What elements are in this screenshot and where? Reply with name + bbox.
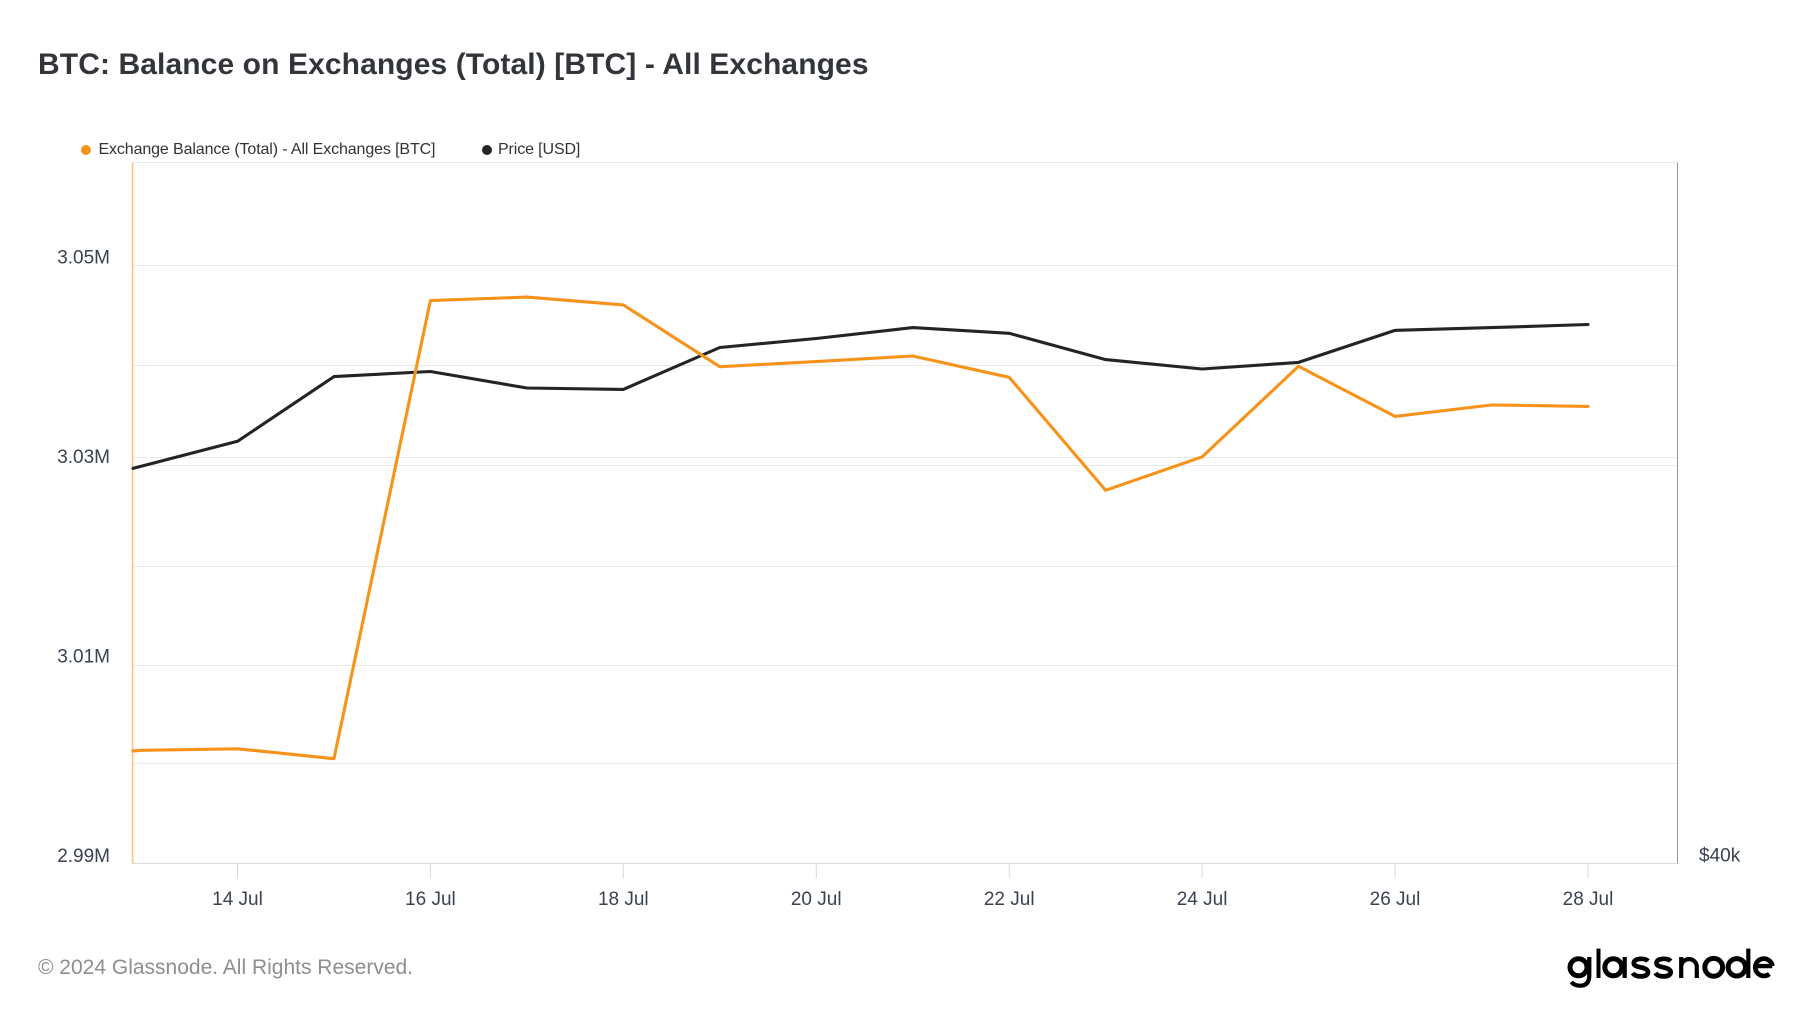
svg-text:3.03M: 3.03M [57,447,110,468]
svg-text:$40k: $40k [1699,846,1741,867]
svg-text:3.01M: 3.01M [57,646,110,667]
svg-text:3.05M: 3.05M [57,248,110,269]
svg-text:26 Jul: 26 Jul [1370,889,1421,910]
svg-text:2.99M: 2.99M [57,846,110,867]
svg-text:20 Jul: 20 Jul [791,889,842,910]
svg-text:18 Jul: 18 Jul [598,889,649,910]
svg-text:22 Jul: 22 Jul [984,889,1035,910]
svg-text:16 Jul: 16 Jul [405,889,456,910]
svg-text:28 Jul: 28 Jul [1563,889,1614,910]
svg-text:14 Jul: 14 Jul [212,889,263,910]
svg-text:24 Jul: 24 Jul [1177,889,1228,910]
